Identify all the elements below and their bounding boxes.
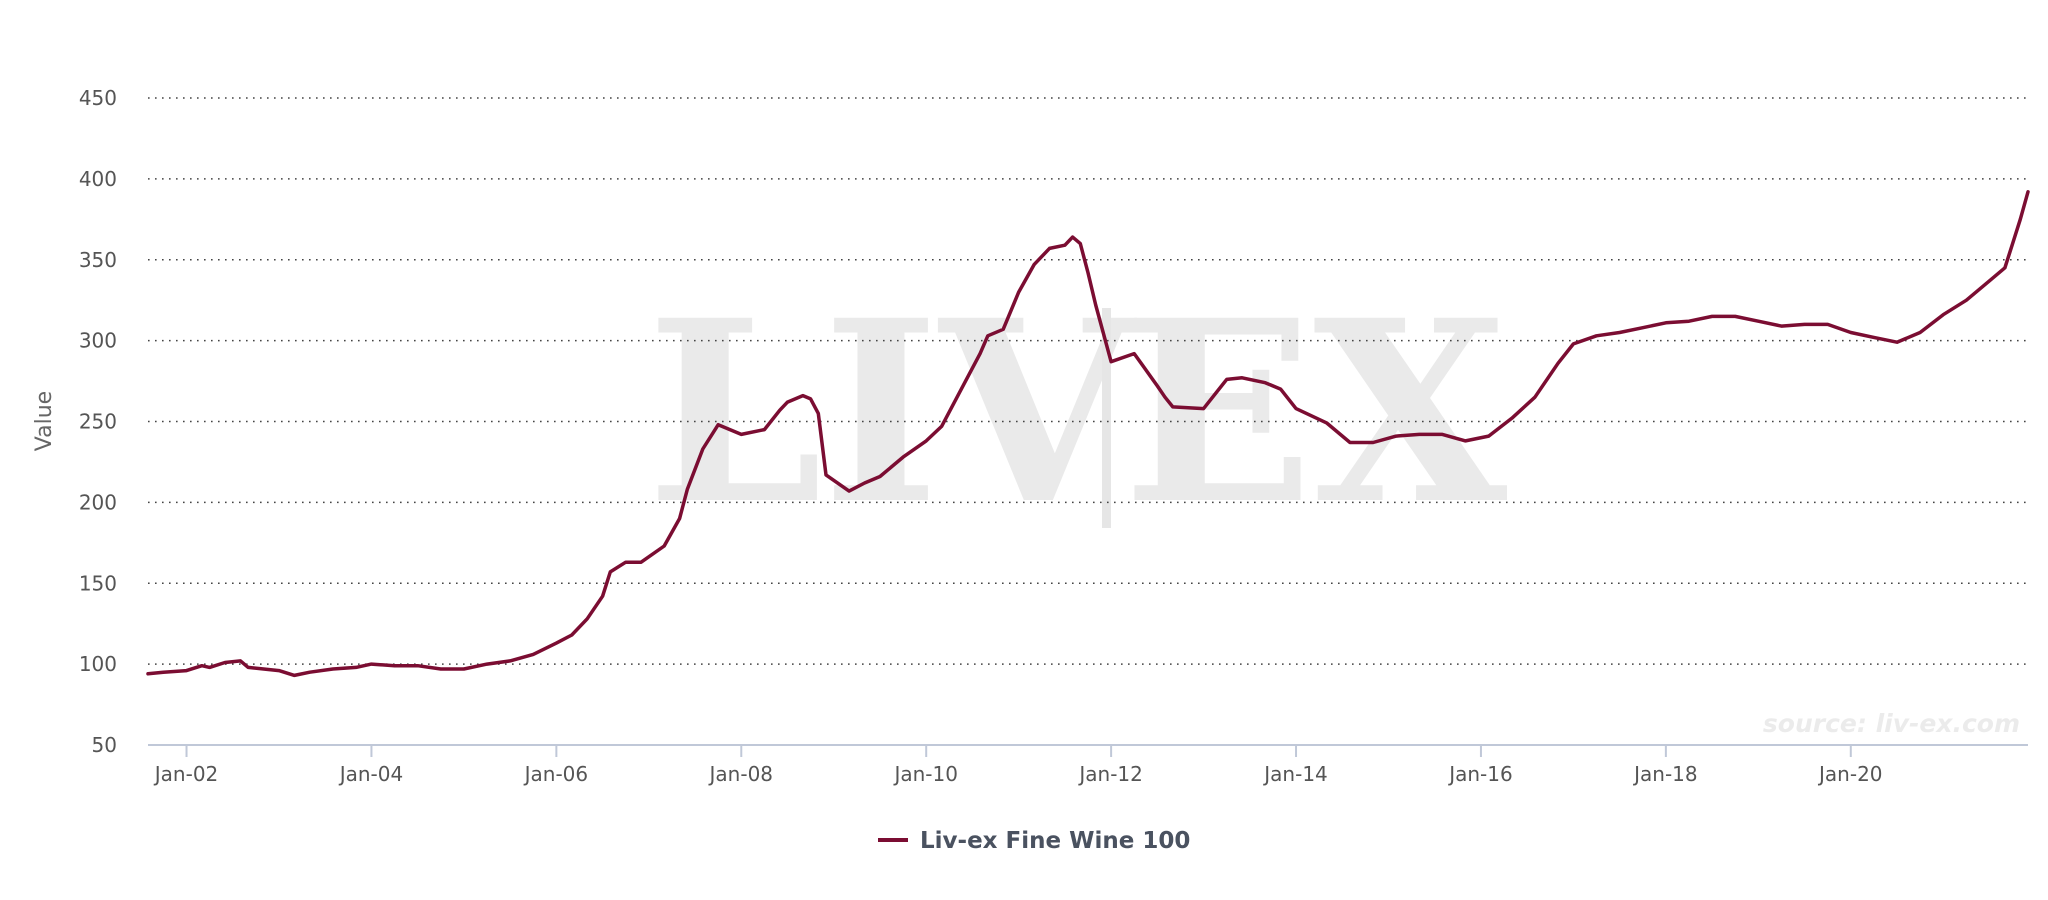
legend[interactable]: Liv-ex Fine Wine 100 [878, 828, 1190, 854]
y-tick-label: 200 [79, 490, 117, 514]
x-tick-label: Jan-16 [1447, 762, 1513, 786]
legend-item-label[interactable]: Liv-ex Fine Wine 100 [920, 828, 1190, 854]
y-tick-label: 50 [92, 733, 117, 757]
watermark-divider [1102, 308, 1111, 528]
watermark-right: EX [1123, 265, 1508, 559]
x-tick-label: Jan-02 [153, 762, 219, 786]
y-tick-label: 150 [79, 571, 117, 595]
y-tick-label: 400 [79, 167, 117, 191]
x-tick-label: Jan-18 [1632, 762, 1698, 786]
x-tick-label: Jan-20 [1817, 762, 1883, 786]
x-tick-label: Jan-04 [338, 762, 404, 786]
x-tick-label: Jan-12 [1077, 762, 1143, 786]
y-tick-label: 300 [79, 329, 117, 353]
y-tick-label: 250 [79, 410, 117, 434]
y-axis-title: Value [32, 391, 57, 451]
x-axis: Jan-02 Jan-04 Jan-06 Jan-08 Jan-10 Jan-12 Jan-… [148, 744, 2028, 786]
x-tick-label: Jan-14 [1262, 762, 1328, 786]
x-tick-label: Jan-06 [523, 762, 589, 786]
series-layer [146, 190, 2030, 678]
watermark-left: LIV [647, 265, 1138, 559]
x-tick-label: Jan-08 [708, 762, 774, 786]
y-tick-label: 450 [79, 86, 117, 110]
watermark: LIV EX [647, 265, 1508, 559]
series-line [146, 190, 2030, 678]
x-tick-label: Jan-10 [892, 762, 958, 786]
y-axis: 50 100 150 200 250 300 350 400 450 [79, 86, 117, 757]
y-tick-label: 100 [79, 652, 117, 676]
y-tick-label: 350 [79, 248, 117, 272]
source-credit: source: liv-ex.com [1763, 709, 2020, 738]
